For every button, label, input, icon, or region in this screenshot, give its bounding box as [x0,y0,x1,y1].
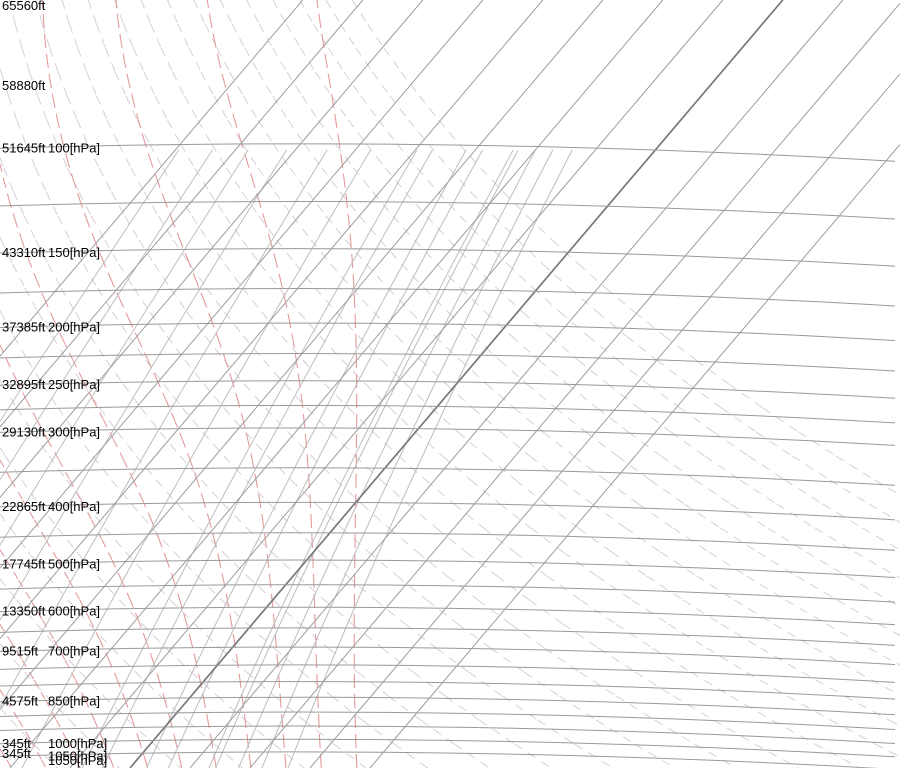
svg-text:600[hPa]: 600[hPa] [48,604,100,619]
svg-text:345ft: 345ft [2,746,31,761]
svg-text:150[hPa]: 150[hPa] [48,245,100,260]
svg-text:58880ft: 58880ft [2,78,46,93]
svg-text:51645ft: 51645ft [2,140,46,155]
svg-text:250[hPa]: 250[hPa] [48,377,100,392]
svg-text:13350ft: 13350ft [2,604,46,619]
svg-text:43310ft: 43310ft [2,245,46,260]
svg-text:400[hPa]: 400[hPa] [48,499,100,514]
svg-text:29130ft: 29130ft [2,424,46,439]
svg-text:300[hPa]: 300[hPa] [48,424,100,439]
svg-text:200[hPa]: 200[hPa] [48,320,100,335]
svg-text:17745ft: 17745ft [2,557,46,572]
svg-text:100[hPa]: 100[hPa] [48,140,100,155]
svg-text:65560ft: 65560ft [2,0,46,13]
svg-text:700[hPa]: 700[hPa] [48,644,100,659]
svg-text:9515ft: 9515ft [2,644,39,659]
svg-text:500[hPa]: 500[hPa] [48,557,100,572]
svg-text:4575ft: 4575ft [2,694,39,709]
svg-text:850[hPa]: 850[hPa] [48,694,100,709]
svg-text:22865ft: 22865ft [2,499,46,514]
svg-text:37385ft: 37385ft [2,320,46,335]
svg-text:32895ft: 32895ft [2,377,46,392]
svg-text:1050[hPa]: 1050[hPa] [48,753,107,768]
